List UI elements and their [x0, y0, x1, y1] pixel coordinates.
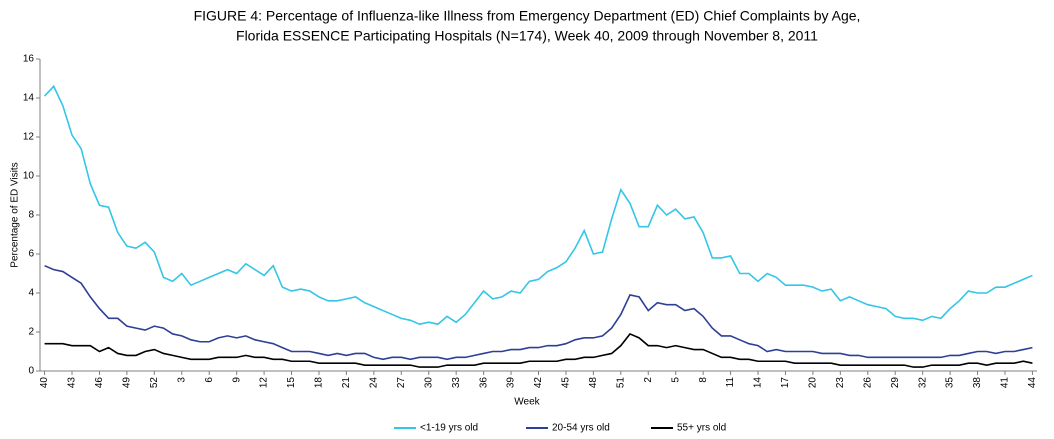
y-tick-label: 10	[23, 171, 35, 182]
x-tick-label: 40	[39, 377, 50, 389]
x-tick-label: 6	[204, 377, 215, 383]
x-tick-label: 2	[643, 377, 654, 383]
y-axis-label: Percentage of ED Visits	[10, 162, 21, 267]
series-line	[44, 264, 1033, 361]
x-tick-label: 41	[1000, 377, 1011, 389]
x-tick-label: 48	[588, 377, 599, 389]
x-axis-label: Week	[514, 397, 540, 408]
x-tick-label: 23	[835, 377, 846, 389]
x-tick-label: 27	[396, 377, 407, 389]
x-tick-label: 38	[972, 377, 983, 389]
series-line	[44, 332, 1033, 368]
chart-title: Florida ESSENCE Participating Hospitals …	[236, 28, 818, 44]
x-tick-label: 33	[451, 377, 462, 389]
x-tick-label: 51	[615, 377, 626, 389]
x-tick-label: 35	[945, 377, 956, 389]
y-tick-label: 2	[28, 327, 34, 338]
y-tick-label: 0	[28, 366, 34, 377]
x-tick-label: 3	[176, 377, 187, 383]
x-tick-label: 8	[698, 377, 709, 383]
x-tick-label: 43	[67, 377, 78, 389]
x-tick-label: 24	[368, 377, 379, 389]
x-tick-label: 11	[725, 377, 736, 388]
y-tick-label: 16	[23, 54, 35, 65]
x-tick-label: 42	[533, 377, 544, 389]
x-tick-label: 45	[561, 377, 572, 389]
x-tick-label: 39	[506, 377, 517, 389]
x-tick-label: 12	[259, 377, 270, 389]
x-tick-label: 17	[780, 377, 791, 389]
x-tick-label: 30	[423, 377, 434, 389]
y-tick-label: 12	[23, 132, 35, 143]
x-tick-label: 21	[341, 377, 352, 389]
y-tick-label: 6	[28, 249, 34, 260]
x-tick-label: 32	[917, 377, 928, 389]
x-tick-label: 9	[231, 377, 242, 383]
legend-label: 20-54 yrs old	[552, 423, 610, 434]
series-line	[43, 84, 1033, 326]
legend-label: <1-19 yrs old	[420, 423, 478, 434]
x-tick-label: 46	[94, 377, 105, 389]
x-tick-label: 26	[862, 377, 873, 389]
x-tick-label: 44	[1027, 377, 1038, 389]
y-tick-label: 14	[23, 93, 35, 104]
x-tick-label: 36	[478, 377, 489, 389]
y-tick-label: 4	[28, 288, 34, 299]
x-tick-label: 52	[149, 377, 160, 389]
x-tick-label: 29	[890, 377, 901, 389]
x-tick-label: 15	[286, 377, 297, 389]
x-tick-label: 5	[670, 377, 681, 383]
x-tick-label: 18	[314, 377, 325, 389]
x-tick-label: 20	[808, 377, 819, 389]
legend-label: 55+ yrs old	[677, 423, 726, 434]
x-tick-label: 49	[122, 377, 133, 389]
y-tick-label: 8	[28, 210, 34, 221]
x-tick-label: 14	[753, 377, 764, 389]
chart-title: FIGURE 4: Percentage of Influenza-like I…	[194, 8, 861, 24]
